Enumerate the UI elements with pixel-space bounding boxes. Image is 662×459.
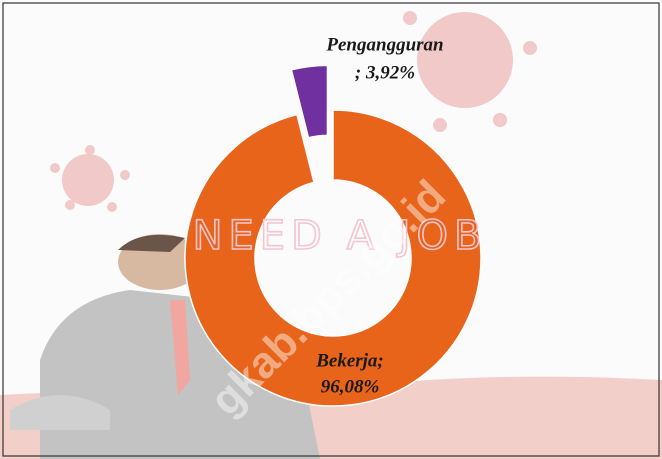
value-label: ; 3,92%: [355, 62, 415, 83]
slice: [290, 64, 329, 139]
background-text: NEED A JOB: [193, 213, 488, 259]
category-label: Pengangguran: [325, 34, 443, 55]
value-label: 96,08%: [321, 376, 380, 397]
virus-decoration: [50, 11, 537, 212]
donut: [184, 64, 482, 407]
category-label: Bekerja;: [315, 350, 384, 371]
slice: [184, 109, 482, 407]
